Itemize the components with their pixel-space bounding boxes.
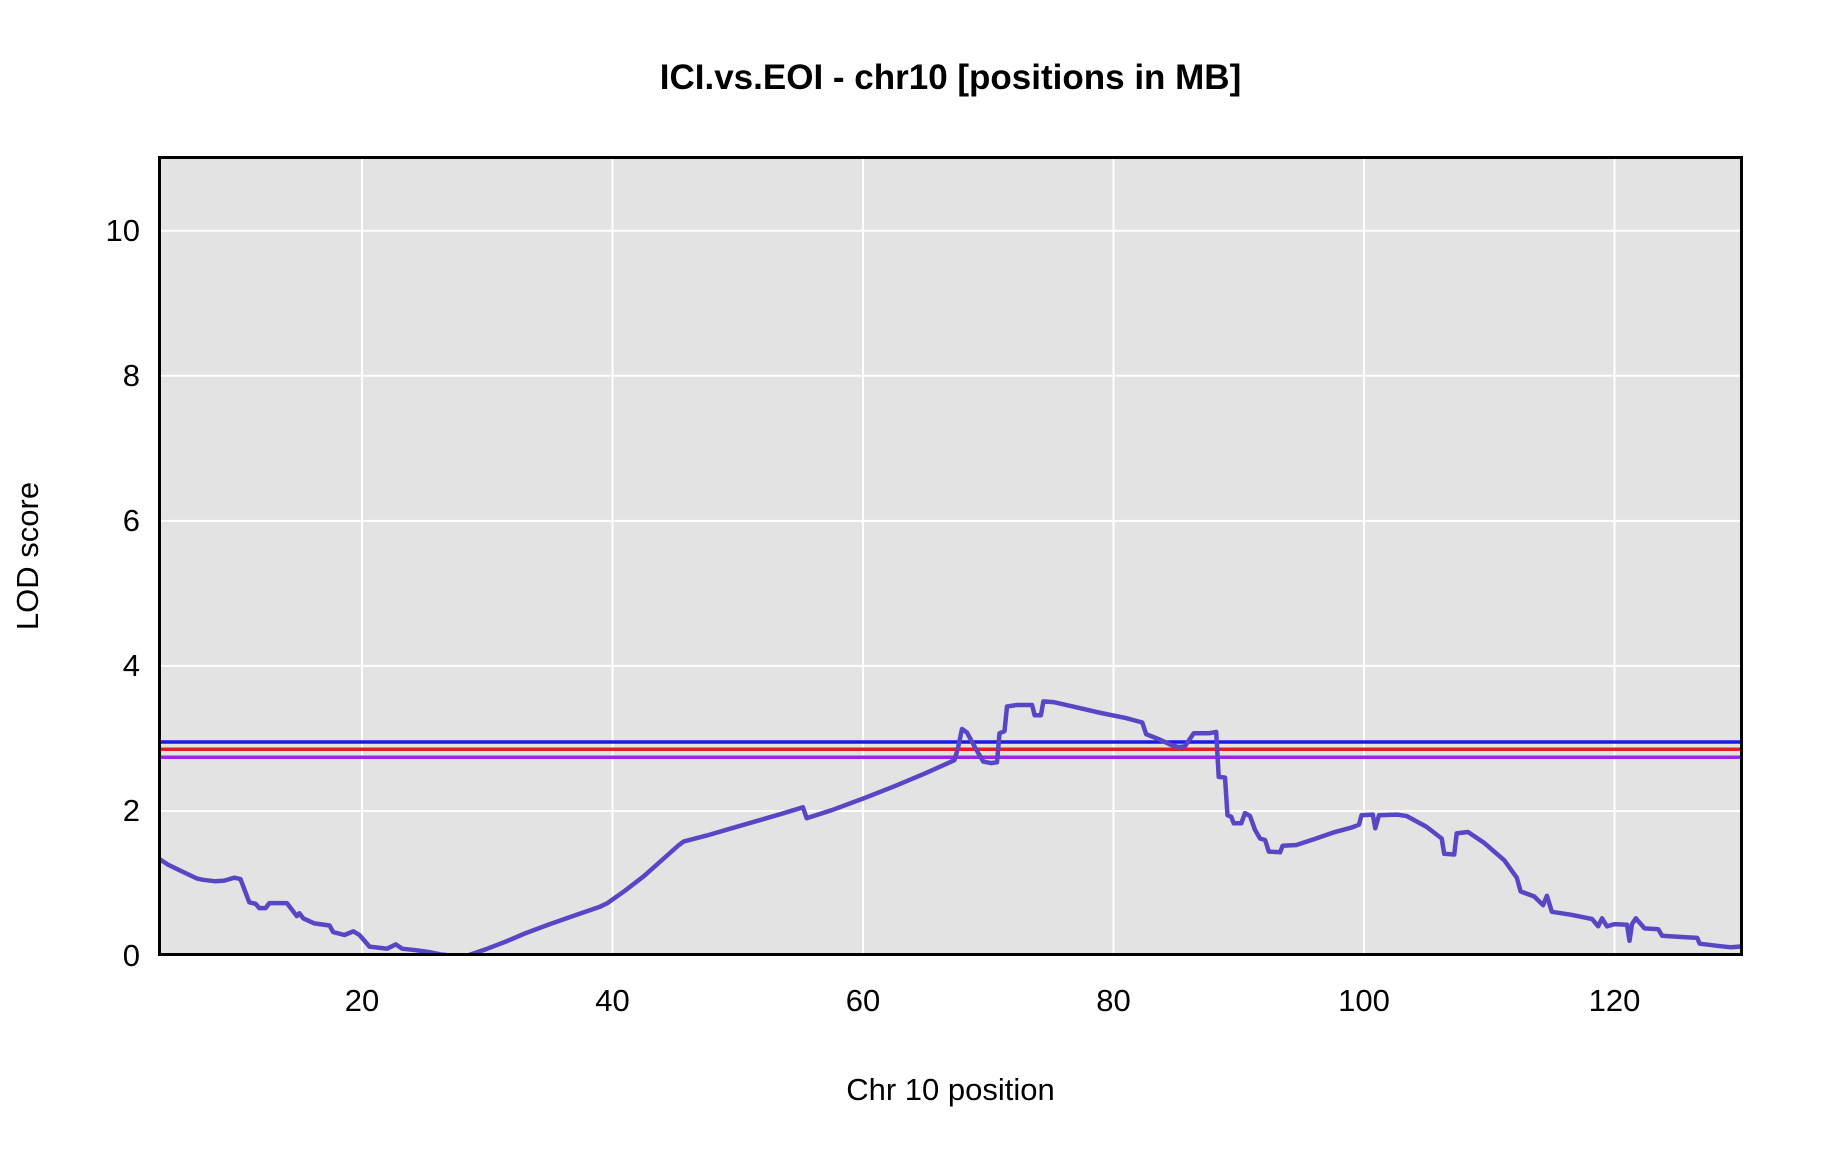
x-tick-label: 80 xyxy=(1096,983,1131,1018)
x-tick-label: 60 xyxy=(845,983,881,1018)
chart-title: ICI.vs.EOI - chr10 [positions in MB] xyxy=(659,58,1242,97)
y-tick-label: 8 xyxy=(122,357,140,393)
x-axis-title: Chr 10 position xyxy=(846,1072,1055,1107)
y-tick-label: 2 xyxy=(122,792,140,828)
lod-curve xyxy=(158,699,1743,956)
y-tick-label: 0 xyxy=(122,938,140,973)
plot-area xyxy=(158,156,1743,956)
x-tick-label: 100 xyxy=(1338,983,1390,1018)
plot-background xyxy=(158,156,1743,956)
y-tick-label: 10 xyxy=(105,212,140,248)
y-tick-label: 4 xyxy=(122,647,140,683)
x-tick-label: 120 xyxy=(1588,983,1641,1018)
plot-border xyxy=(158,156,1743,956)
x-tick-label: 20 xyxy=(344,983,380,1018)
x-tick-label: 40 xyxy=(595,983,630,1018)
y-tick-label: 6 xyxy=(122,502,140,538)
